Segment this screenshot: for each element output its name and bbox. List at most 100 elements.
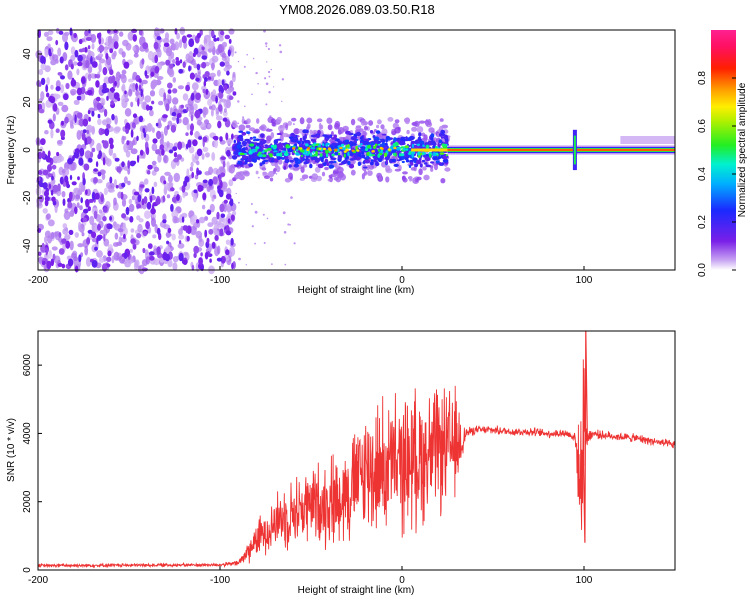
spectrogram-band-core (248, 163, 254, 168)
spectrogram-noise-blob (85, 37, 92, 41)
spectrogram-noise-blob (226, 70, 230, 76)
spectrogram-noise-haze (98, 62, 102, 73)
spectrogram-noise-blob (91, 260, 98, 268)
spectrogram-noise-haze (157, 49, 162, 58)
spectrogram-noise-blob (138, 115, 144, 123)
spectrogram-noise-haze (87, 51, 95, 59)
spectrogram-band-halo (394, 119, 400, 124)
spectrogram-band-core (276, 155, 282, 160)
spectrogram-noise-blob (87, 110, 91, 115)
spectrogram-noise-blob (139, 184, 145, 188)
spectrogram-band-peak (343, 150, 347, 153)
spectrogram-band-core (288, 164, 292, 168)
spectrogram-noise-blob (162, 114, 168, 119)
spectrogram-noise-blob (193, 252, 197, 258)
spectrogram-noise-blob (58, 248, 65, 255)
spectrogram-noise-blob (64, 41, 69, 51)
spectrogram-band-halo (397, 126, 401, 131)
spectrogram-x-tick-label: 0 (399, 275, 405, 286)
spectrogram-noise-blob (138, 78, 142, 83)
spectrogram-noise-haze (76, 202, 80, 209)
spectrogram-noise-blob (97, 171, 102, 177)
spectrogram-band-peak (371, 150, 375, 153)
spectrogram-band-core (284, 155, 289, 160)
spectrogram-noise-haze (217, 245, 221, 255)
colorbar-tick-label: 0.6 (697, 119, 708, 133)
spectrogram-noise-blob (101, 88, 108, 94)
spectrogram-noise-blob (55, 39, 59, 46)
spectrogram-sparse-dot (282, 211, 286, 215)
spectrogram-sparse-dot (268, 75, 271, 78)
spectrogram-noise-haze (84, 150, 92, 160)
spectrogram-band-core (355, 131, 362, 137)
spectrogram-noise-blob (103, 108, 108, 117)
spectrogram-noise-blob (197, 184, 203, 192)
spectrogram-noise-blob (108, 224, 113, 230)
spectrogram-noise-haze (144, 210, 151, 219)
spectrogram-band-halo (338, 127, 345, 134)
spectrogram-band-core (293, 134, 296, 138)
spectrogram-noise-blob (129, 216, 134, 223)
spectrogram-sparse-dot (251, 225, 254, 228)
spectrogram-noise-haze (70, 90, 76, 96)
spectrogram-noise-blob (167, 82, 173, 89)
spectrogram-noise-haze (147, 50, 154, 61)
spectrogram-noise-blob (131, 123, 136, 129)
spectrogram-noise-haze (107, 90, 113, 98)
spectrogram-band-hotspot (297, 146, 301, 151)
spectrogram-band-core (349, 158, 355, 161)
spectrogram-noise-blob (55, 128, 60, 133)
spectrogram-noise-haze (67, 70, 73, 80)
spectrogram-noise-blob (170, 203, 174, 212)
spectrogram-band-halo (270, 132, 275, 139)
spectrogram-noise-blob (181, 259, 188, 265)
spectrogram-noise-blob (170, 124, 177, 133)
spectrogram-noise-haze (122, 222, 127, 230)
spectrogram-noise-haze (130, 228, 135, 233)
spectrogram-noise-blob (68, 229, 74, 236)
spectrogram-noise-haze (225, 239, 231, 245)
spectrogram-noise-blob (125, 206, 130, 216)
spectrogram-noise-haze (222, 110, 228, 117)
spectrogram-noise-blob (151, 204, 155, 213)
spectrogram-noise-blob (123, 233, 126, 240)
spectrogram-noise-blob (186, 225, 192, 234)
spectrogram-noise-blob (179, 59, 183, 64)
spectrogram-band-core (373, 139, 379, 144)
spectrogram-noise-haze (168, 182, 174, 187)
spectrogram-band-core (317, 163, 324, 169)
spectrogram-noise-blob (146, 201, 152, 210)
spectrogram-noise-blob (71, 181, 77, 186)
spectrogram-noise-blob (91, 191, 96, 201)
spectrogram-noise-haze (77, 243, 84, 248)
spectrogram-band-halo (335, 176, 342, 183)
spectrogram-noise-haze (213, 138, 219, 149)
spectrogram-band-halo (444, 167, 451, 172)
spectrogram-band-peak (334, 148, 338, 152)
spectrogram-band-halo (299, 117, 305, 125)
spectrogram-sparse-dot (246, 53, 248, 56)
spectrogram-band-hotspot (392, 152, 396, 156)
spectrogram-noise-haze (176, 32, 181, 40)
spectrogram-noise-blob (159, 144, 165, 151)
spectrogram-band-hotspot (355, 145, 358, 151)
spectrogram-band-core (442, 158, 449, 163)
spectrogram-noise-blob (38, 82, 42, 87)
spectrogram-noise-blob (212, 176, 218, 185)
spectrogram-noise-haze (44, 48, 49, 58)
spectrogram-band-hotspot (293, 150, 296, 153)
spectrogram-noise-haze (107, 244, 113, 250)
spectrogram-band-core (284, 159, 289, 164)
spectrogram-band-halo (430, 167, 434, 172)
spectrogram-sparse-dot (264, 42, 268, 45)
spectrogram-noise-blob (101, 140, 106, 144)
spectrogram-noise-haze (75, 194, 81, 200)
spectrogram-noise-blob (168, 149, 174, 154)
spectrogram-noise-blob (38, 108, 45, 114)
spectrogram-sparse-dot (281, 100, 283, 103)
spectrogram-noise-blob (165, 59, 171, 66)
spectrogram-noise-blob (77, 61, 83, 67)
spectrogram-noise-haze (182, 117, 189, 126)
spectrogram-band-core (243, 147, 247, 150)
spectrogram-noise-haze (225, 99, 232, 109)
